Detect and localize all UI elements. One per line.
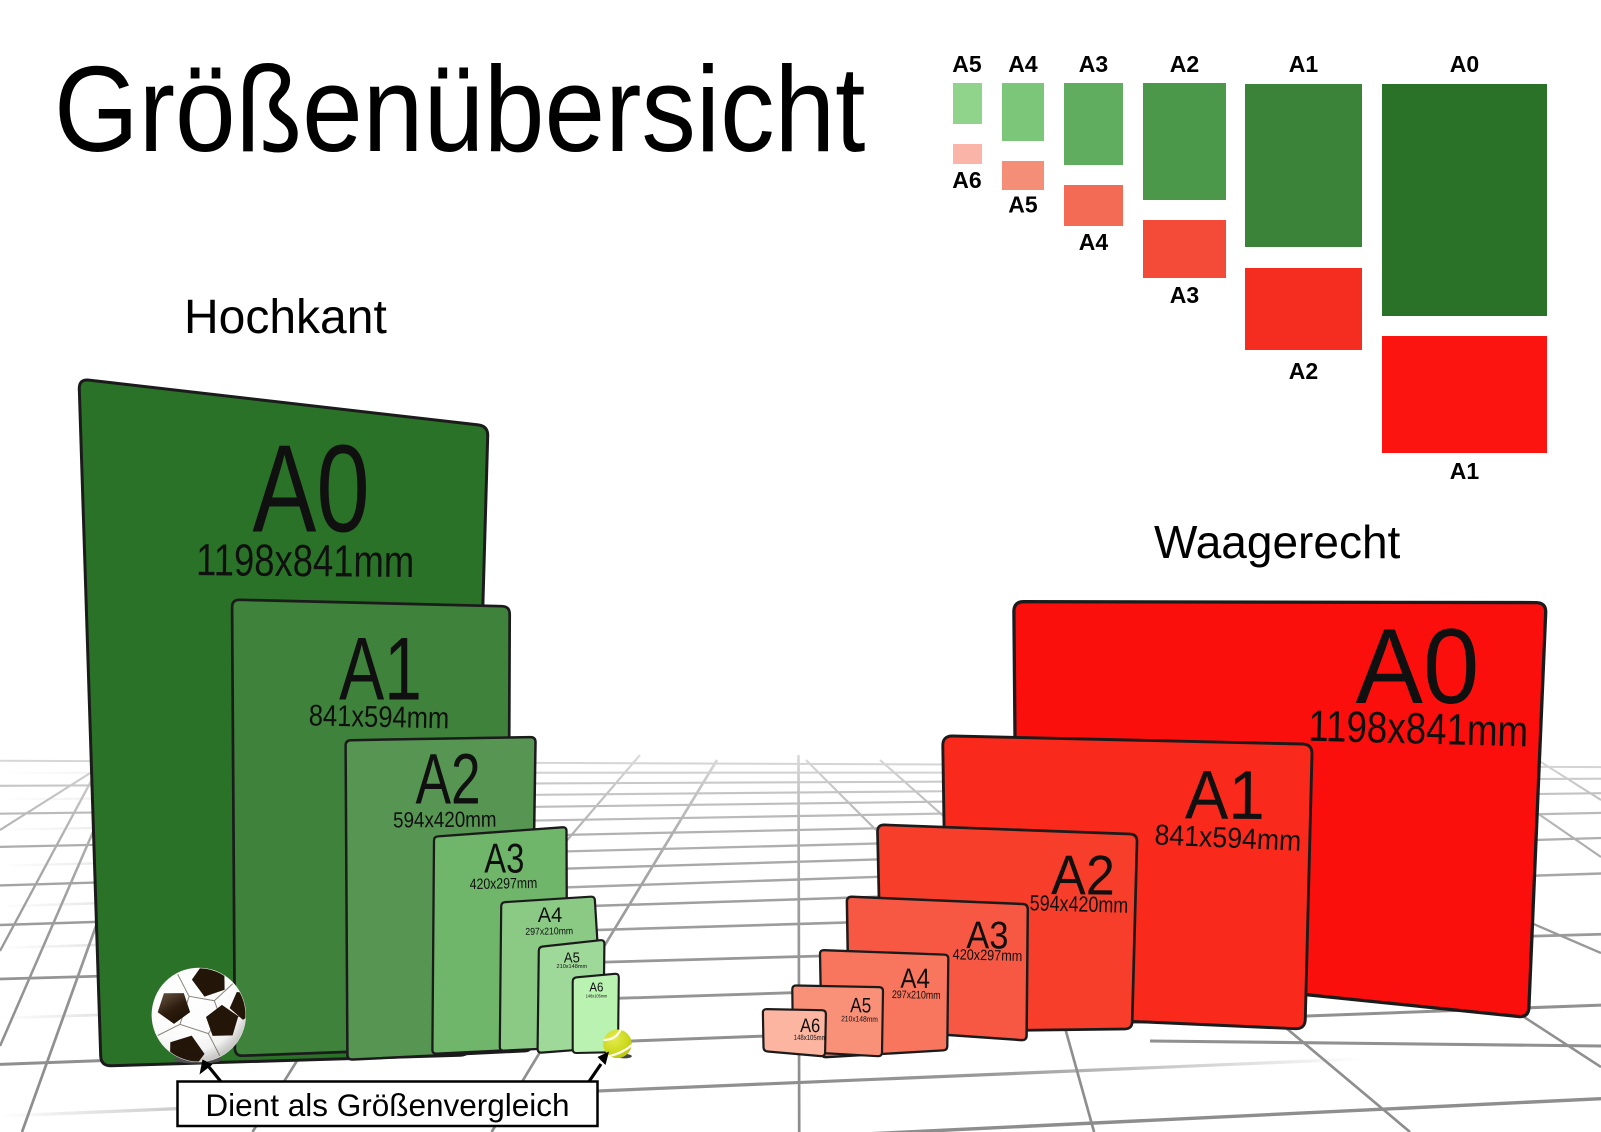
svg-text:A2: A2	[1170, 51, 1199, 77]
svg-text:297x210mm: 297x210mm	[525, 926, 573, 938]
svg-text:A4: A4	[1008, 51, 1038, 77]
svg-text:A1: A1	[1289, 51, 1319, 77]
svg-text:Dient als Größenvergleich: Dient als Größenvergleich	[205, 1087, 569, 1123]
svg-text:A3: A3	[1170, 282, 1199, 308]
svg-text:A0: A0	[1450, 51, 1479, 77]
svg-text:841x594mm: 841x594mm	[1154, 818, 1302, 857]
svg-text:594x420mm: 594x420mm	[1029, 892, 1128, 919]
svg-text:297x210mm: 297x210mm	[892, 989, 941, 1002]
svg-text:A2: A2	[415, 740, 480, 819]
svg-text:594x420mm: 594x420mm	[393, 807, 497, 833]
svg-text:148x105mm: 148x105mm	[794, 1034, 827, 1042]
svg-text:A4: A4	[538, 903, 562, 927]
svg-text:A6: A6	[589, 980, 603, 995]
svg-text:210x148mm: 210x148mm	[557, 964, 588, 970]
svg-text:A6: A6	[952, 167, 981, 193]
svg-text:A1: A1	[339, 618, 422, 718]
svg-text:A3: A3	[1079, 51, 1108, 77]
svg-text:A3: A3	[966, 913, 1009, 957]
svg-text:420x297mm: 420x297mm	[952, 945, 1022, 964]
svg-text:A6: A6	[800, 1015, 820, 1037]
svg-text:A1: A1	[1450, 458, 1480, 484]
svg-text:A5: A5	[850, 995, 871, 1018]
svg-text:1198x841mm: 1198x841mm	[1308, 700, 1529, 756]
svg-text:A0: A0	[252, 418, 369, 558]
svg-text:148x105mm: 148x105mm	[586, 993, 608, 998]
svg-text:A2: A2	[1289, 358, 1318, 384]
svg-text:A0: A0	[1356, 607, 1480, 726]
svg-text:420x297mm: 420x297mm	[470, 875, 538, 893]
svg-text:A2: A2	[1051, 844, 1115, 907]
svg-text:841x594mm: 841x594mm	[308, 699, 449, 735]
svg-text:A1: A1	[1185, 757, 1265, 835]
svg-text:A4: A4	[900, 962, 930, 994]
svg-text:1198x841mm: 1198x841mm	[196, 534, 415, 586]
svg-text:210x148mm: 210x148mm	[841, 1014, 878, 1024]
svg-text:A5: A5	[952, 51, 982, 77]
svg-text:A3: A3	[484, 835, 524, 882]
svg-text:A5: A5	[564, 949, 580, 966]
svg-text:A5: A5	[1008, 192, 1038, 218]
svg-text:A4: A4	[1079, 229, 1109, 255]
